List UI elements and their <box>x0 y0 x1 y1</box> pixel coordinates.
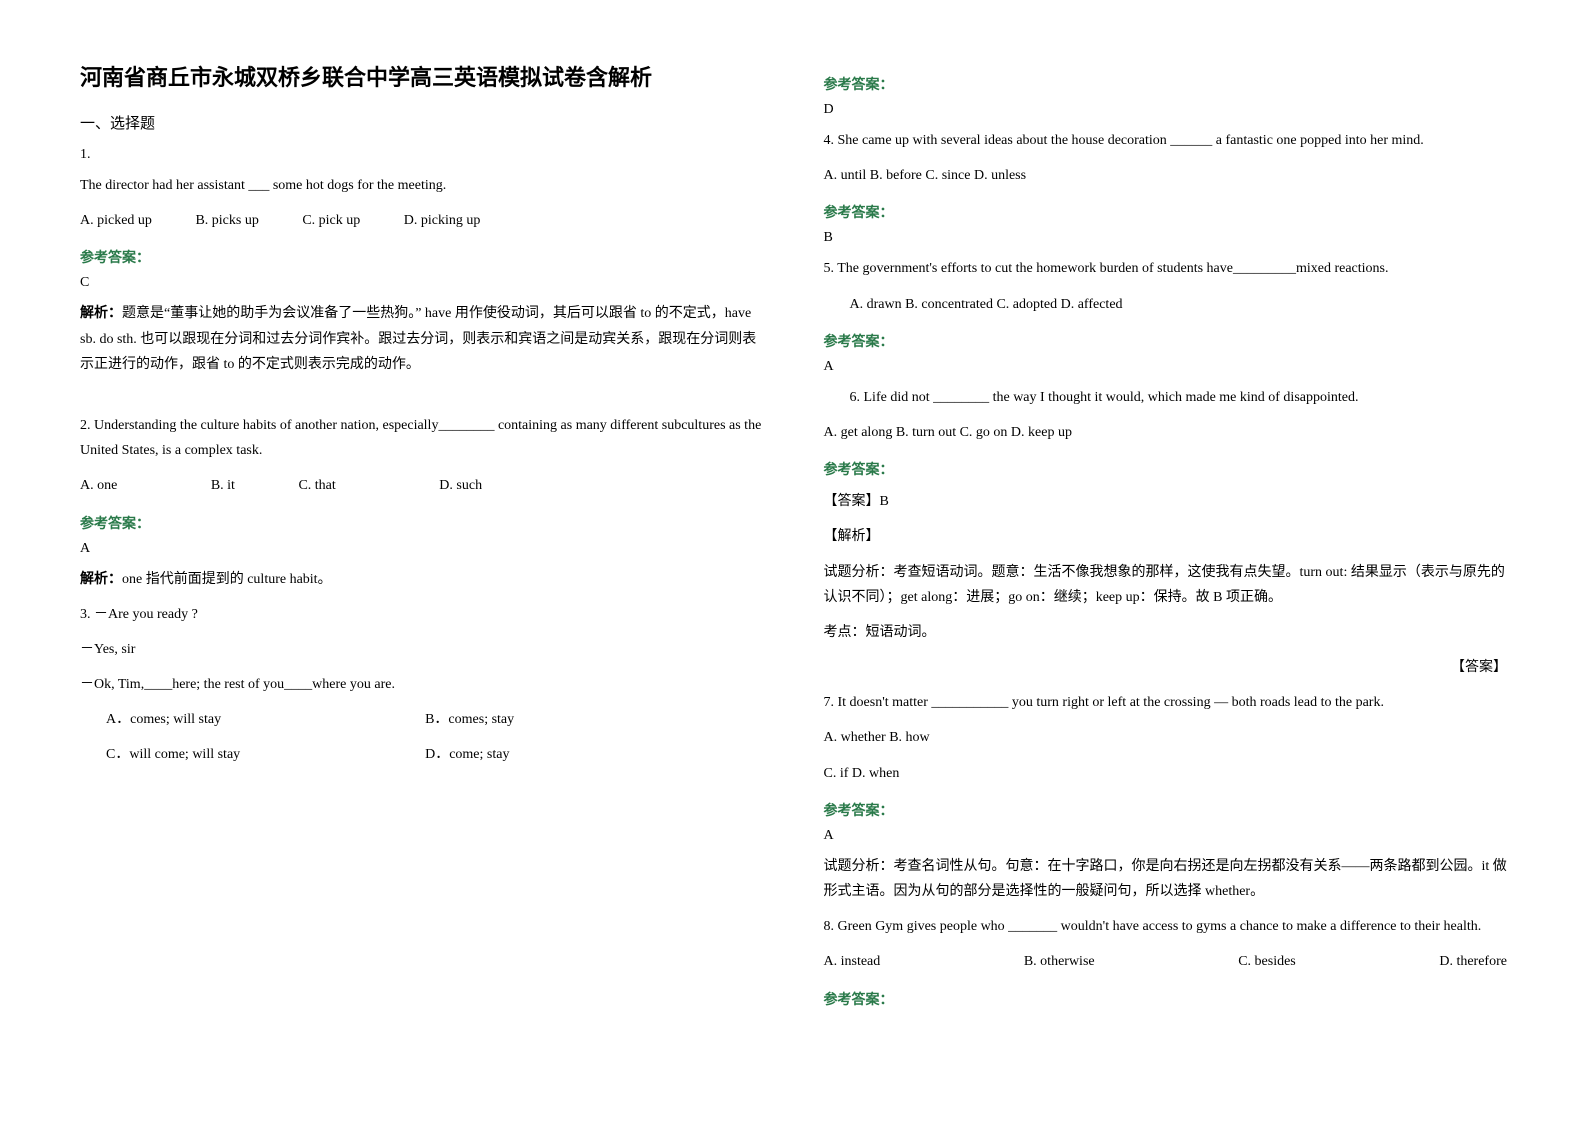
q1-opt-d: D. picking up <box>404 208 481 233</box>
q1-opt-c: C. pick up <box>302 208 360 233</box>
q3-line2: －Yes, sir <box>80 637 764 662</box>
q7-expl: 试题分析：考查名词性从句。句意：在十字路口，你是向右拐还是向左拐都没有关系——两… <box>824 854 1508 904</box>
q6-ans-label: 参考答案： <box>824 459 1508 479</box>
q1-ans-label: 参考答案： <box>80 247 764 267</box>
q1-explanation: 解析：题意是“董事让她的助手为会议准备了一些热狗。” have 用作使役动词，其… <box>80 301 764 377</box>
q3-opt-d: D．come; stay <box>425 742 741 767</box>
q5-opts: A. drawn B. concentrated C. adopted D. a… <box>824 292 1508 317</box>
q1-expl-text: 题意是“董事让她的助手为会议准备了一些热狗。” have 用作使役动词，其后可以… <box>80 306 756 371</box>
q5-ans-label: 参考答案： <box>824 331 1508 351</box>
q5-stem: 5. The government's efforts to cut the h… <box>824 256 1508 281</box>
q2-explanation: 解析：one 指代前面提到的 culture habit。 <box>80 567 764 592</box>
q1-stem: The director had her assistant ___ some … <box>80 173 764 198</box>
q2-expl-label: 解析： <box>80 572 122 587</box>
q2-opt-a: A. one <box>80 473 117 498</box>
q3-opt-a: A．comes; will stay <box>106 707 422 732</box>
q6-expl-head: 【解析】 <box>824 524 1508 549</box>
q3-opt-c: C．will come; will stay <box>106 742 422 767</box>
q2-options: A. one B. it C. that D. such <box>80 473 764 498</box>
q7-ans-label: 参考答案： <box>824 800 1508 820</box>
q2-ans: A <box>80 541 764 557</box>
q6-opts: A. get along B. turn out C. go on D. kee… <box>824 420 1508 445</box>
q1-expl-label: 解析： <box>80 306 122 321</box>
q3-ans: D <box>824 102 1508 118</box>
q1-opt-a: A. picked up <box>80 208 152 233</box>
q7-opts2: C. if D. when <box>824 761 1508 786</box>
page-container: 河南省商丘市永城双桥乡联合中学高三英语模拟试卷含解析 一、选择题 1. The … <box>0 0 1587 1077</box>
q6-ans-head: 【答案】B <box>824 489 1508 514</box>
q1-options: A. picked up B. picks up C. pick up D. p… <box>80 208 764 233</box>
q1-ans: C <box>80 275 764 291</box>
q6-right-tag: 【答案】 <box>824 655 1508 680</box>
q3-ans-label: 参考答案： <box>824 74 1508 94</box>
q5-ans: A <box>824 359 1508 375</box>
q8-stem: 8. Green Gym gives people who _______ wo… <box>824 914 1508 939</box>
q8-opt-b: B. otherwise <box>1024 949 1095 974</box>
left-column: 河南省商丘市永城双桥乡联合中学高三英语模拟试卷含解析 一、选择题 1. The … <box>80 60 764 1017</box>
q6-expl1: 试题分析：考查短语动词。题意：生活不像我想象的那样，这使我有点失望。turn o… <box>824 560 1508 610</box>
q3-opt-b: B．comes; stay <box>425 707 741 732</box>
q2-stem: 2. Understanding the culture habits of a… <box>80 413 764 463</box>
q2-opt-d: D. such <box>439 473 482 498</box>
doc-title: 河南省商丘市永城双桥乡联合中学高三英语模拟试卷含解析 <box>80 60 764 92</box>
q7-opts1: A. whether B. how <box>824 725 1508 750</box>
q2-opt-c: C. that <box>298 473 335 498</box>
q3-options-row1: A．comes; will stay B．comes; stay <box>80 707 764 732</box>
q7-ans: A <box>824 828 1508 844</box>
q8-opt-d: D. therefore <box>1439 949 1507 974</box>
q1-opt-b: B. picks up <box>195 208 258 233</box>
q1-num: 1. <box>80 147 764 163</box>
section-heading: 一、选择题 <box>80 112 764 133</box>
q8-opt-a: A. instead <box>824 949 881 974</box>
q6-expl2: 考点：短语动词。 <box>824 620 1508 645</box>
right-column: 参考答案： D 4. She came up with several idea… <box>824 60 1508 1017</box>
q3-line1: 3. －Are you ready ? <box>80 602 764 627</box>
q8-options: A. instead B. otherwise C. besides D. th… <box>824 949 1508 974</box>
q2-ans-label: 参考答案： <box>80 513 764 533</box>
q3-line3: －Ok, Tim,____here; the rest of you____wh… <box>80 672 764 697</box>
q3-options-row2: C．will come; will stay D．come; stay <box>80 742 764 767</box>
q8-ans-label: 参考答案： <box>824 989 1508 1009</box>
q8-opt-c: C. besides <box>1238 949 1296 974</box>
q2-opt-b: B. it <box>211 473 235 498</box>
q4-opts: A. until B. before C. since D. unless <box>824 163 1508 188</box>
q4-ans: B <box>824 230 1508 246</box>
q4-stem: 4. She came up with several ideas about … <box>824 128 1508 153</box>
q6-stem: 6. Life did not ________ the way I thoug… <box>824 385 1508 410</box>
q2-expl-text: one 指代前面提到的 culture habit。 <box>122 572 332 587</box>
q7-stem: 7. It doesn't matter ___________ you tur… <box>824 690 1508 715</box>
q4-ans-label: 参考答案： <box>824 202 1508 222</box>
